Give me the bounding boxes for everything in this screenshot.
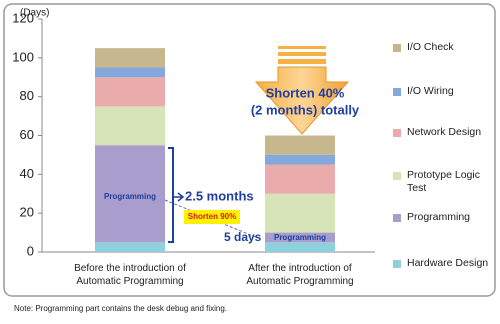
y-tick-label: 120 xyxy=(12,10,34,25)
y-tick-label: 60 xyxy=(20,127,34,142)
legend-swatch xyxy=(393,88,401,96)
legend-swatch xyxy=(393,129,401,137)
annotation: Programming xyxy=(104,192,156,201)
y-axis-label: (Days) xyxy=(20,8,49,19)
y-tick-label: 20 xyxy=(20,205,34,220)
annotation: 2.5 months xyxy=(185,188,254,203)
bracket-arrow xyxy=(173,192,185,202)
annotation: Shorten 90% xyxy=(188,212,236,221)
bar-segment xyxy=(265,135,335,155)
legend-label: I/O Wiring xyxy=(407,85,454,97)
bar-segment xyxy=(95,67,165,78)
legend-label: Hardware Design xyxy=(407,257,489,269)
big-arrow xyxy=(254,46,350,135)
y-tick-label: 0 xyxy=(27,243,34,258)
bar-segment xyxy=(265,164,335,194)
legend-label: Prototype Logic Test xyxy=(407,169,480,194)
annotation: Shorten 40% xyxy=(266,85,345,100)
bar-segment xyxy=(95,77,165,107)
highlight-box xyxy=(184,210,240,224)
bar-segment xyxy=(265,193,335,233)
bar-segment xyxy=(265,242,335,252)
bar-segment xyxy=(265,154,335,165)
y-tick-label: 80 xyxy=(20,88,34,103)
bar-segment xyxy=(95,145,165,243)
bracket xyxy=(168,147,174,243)
legend-swatch xyxy=(393,44,401,52)
legend-label: Network Design xyxy=(407,126,482,138)
x-tick-label: Before the introduction of Automatic Pro… xyxy=(74,263,186,287)
y-tick-label: 100 xyxy=(12,49,34,64)
annotation: (2 months) totally xyxy=(251,102,360,117)
legend-swatch xyxy=(393,214,401,222)
legend-label: I/O Check xyxy=(407,41,454,53)
bar-segment xyxy=(95,48,165,68)
bar-segment xyxy=(95,106,165,146)
bar-segment xyxy=(95,242,165,252)
legend-swatch xyxy=(393,260,401,268)
x-tick-label: After the introduction of Automatic Prog… xyxy=(246,263,354,287)
legend-swatch xyxy=(393,172,401,180)
bar-segment xyxy=(265,232,335,243)
note: Note: Programming part contains the desk… xyxy=(14,304,227,313)
y-tick-label: 40 xyxy=(20,166,34,181)
annotation: Programming xyxy=(274,233,326,242)
annotation: 5 days xyxy=(224,230,262,244)
legend-label: Programming xyxy=(407,211,471,223)
